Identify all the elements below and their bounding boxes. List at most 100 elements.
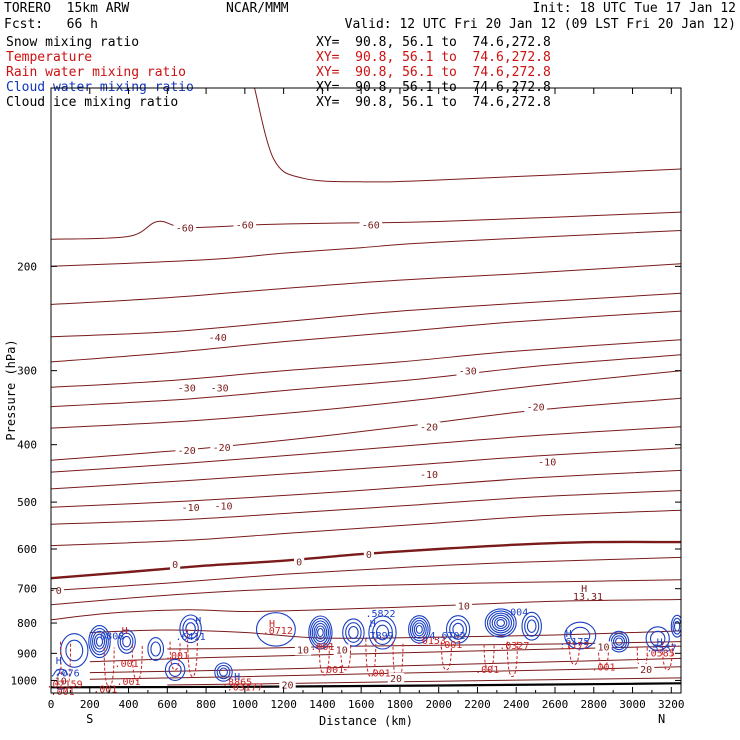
cloud-water-contour — [415, 624, 423, 634]
legend-label: Temperature — [6, 50, 93, 65]
cloud-water-contour — [52, 668, 70, 690]
cloud-water-contour — [570, 626, 591, 645]
temperature-label: -30 — [459, 367, 477, 378]
cloud-water-contour — [185, 622, 196, 636]
y-tick-label: 700 — [17, 583, 37, 596]
cloud-water-contour — [526, 619, 537, 633]
cloud-water-contour — [150, 641, 162, 657]
x-tick-label: 2200 — [464, 698, 491, 711]
cloud-water-contour — [308, 615, 333, 650]
cloud-water-contour — [368, 615, 397, 650]
temperature-label: 0 — [56, 586, 62, 597]
cloud-water-contour — [484, 608, 517, 638]
cloud-water-contour — [55, 672, 67, 686]
cloud-water-contour — [255, 612, 296, 647]
x-tick-label: 3000 — [619, 698, 646, 711]
x-tick-label: 2400 — [503, 698, 530, 711]
maximum-label: H — [566, 629, 572, 640]
cloud-water-contour — [90, 627, 109, 656]
x-tick-label: 2800 — [581, 698, 608, 711]
temperature-contour — [51, 579, 681, 606]
temperature-contour — [51, 556, 681, 591]
x-tick-label: 2600 — [542, 698, 569, 711]
cloud-water-contour — [65, 639, 84, 662]
rain-contour — [483, 644, 495, 671]
temperature-label: -30 — [178, 383, 196, 394]
maximum-label: H — [269, 619, 275, 630]
cloud-water-label: .7899 — [364, 631, 394, 642]
temperature-label: 10 — [336, 645, 348, 656]
temperature-label: -60 — [236, 221, 254, 232]
temperature-contour — [51, 211, 681, 240]
maximum-label: .0712 — [263, 626, 293, 637]
maximum-label: H — [581, 584, 587, 595]
cloud-water-contour — [348, 625, 359, 640]
temperature-label-bg — [417, 468, 441, 480]
y-tick-label: 500 — [17, 496, 37, 509]
maximum-label: H — [122, 626, 128, 637]
cloud-water-contour — [219, 667, 228, 677]
cloud-water-contour — [117, 629, 136, 654]
y-axis-title: Pressure (hPa) — [4, 339, 18, 440]
legend-label: Rain water mixing ratio — [6, 65, 187, 80]
rain-contour — [340, 644, 352, 671]
cloud-water-contour — [672, 617, 681, 635]
temperature-label: -10 — [182, 503, 200, 514]
cloud-water-contour — [60, 633, 89, 668]
cloud-water-label: .7076 — [50, 669, 80, 680]
legend-xy: XY= 90.8, 56.1 to 74.6,272.8 — [316, 50, 551, 65]
cloud-water-contour — [313, 622, 328, 643]
temperature-label-bg — [417, 421, 441, 433]
rain-contour — [187, 629, 199, 678]
cloud-water-contour — [216, 664, 231, 680]
rain-label: .001 — [367, 669, 391, 680]
cloud-water-contour — [491, 614, 510, 632]
cloud-water-contour — [673, 620, 681, 632]
temperature-label: -20 — [420, 423, 438, 434]
temperature-label-bg — [206, 331, 229, 343]
legend-xy: XY= 90.8, 56.1 to 74.6,272.8 — [316, 80, 551, 95]
valid-time: Valid: 12 UTC Fri 20 Jan 12 (09 LST Fri … — [344, 17, 736, 32]
cloud-water-label: .5822 — [365, 609, 395, 620]
temperature-contour — [51, 397, 681, 461]
temperature-label: -60 — [176, 224, 194, 235]
cloud-water-contour — [122, 635, 132, 648]
cloud-water-contour — [342, 618, 365, 647]
cloud-water-contour — [147, 637, 165, 661]
temperature-label-bg — [279, 679, 296, 691]
temperature-label-bg — [455, 600, 473, 612]
init-time: Init: 18 UTC Tue 17 Jan 12 — [532, 1, 737, 16]
temperature-label: -20 — [178, 446, 196, 457]
cloud-water-contour — [413, 622, 425, 637]
maximum-label: H — [657, 638, 663, 649]
maximum-label: H — [56, 656, 62, 667]
cloud-water-contour — [182, 618, 199, 640]
temperature-contour — [51, 490, 681, 525]
cloud-water-contour — [409, 617, 429, 642]
rain-contour — [636, 647, 648, 671]
cloud-water-contour — [311, 620, 330, 645]
temperature-contour — [51, 263, 681, 305]
maximum-label: H — [370, 619, 376, 630]
temperature-label-bg — [637, 663, 655, 675]
rain-label: .001 — [320, 665, 344, 676]
cloud-water-contour — [564, 621, 597, 650]
temperature-contour — [89, 666, 681, 680]
temperature-contour — [51, 447, 681, 490]
rain-label: .001 — [475, 665, 499, 676]
temperature-contour — [51, 599, 681, 621]
temperature-label: 0 — [172, 560, 178, 571]
x-tick-label: 1400 — [309, 698, 336, 711]
north-end-label: N — [658, 712, 665, 726]
temperature-label-bg — [175, 382, 198, 394]
cloud-water-contour — [670, 614, 681, 638]
maximum-label: .0808 — [94, 632, 124, 643]
rain-label: .001 — [310, 642, 334, 653]
center-title: NCAR/MMM — [226, 1, 289, 16]
legend-xy: XY= 90.8, 56.1 to 74.6,272.8 — [316, 95, 551, 110]
cloud-water-contour — [612, 635, 626, 648]
temperature-label: -10 — [538, 458, 556, 469]
temperature-label-bg — [294, 644, 312, 656]
temperature-contour — [51, 354, 681, 408]
temperature-label: 10 — [458, 602, 470, 613]
